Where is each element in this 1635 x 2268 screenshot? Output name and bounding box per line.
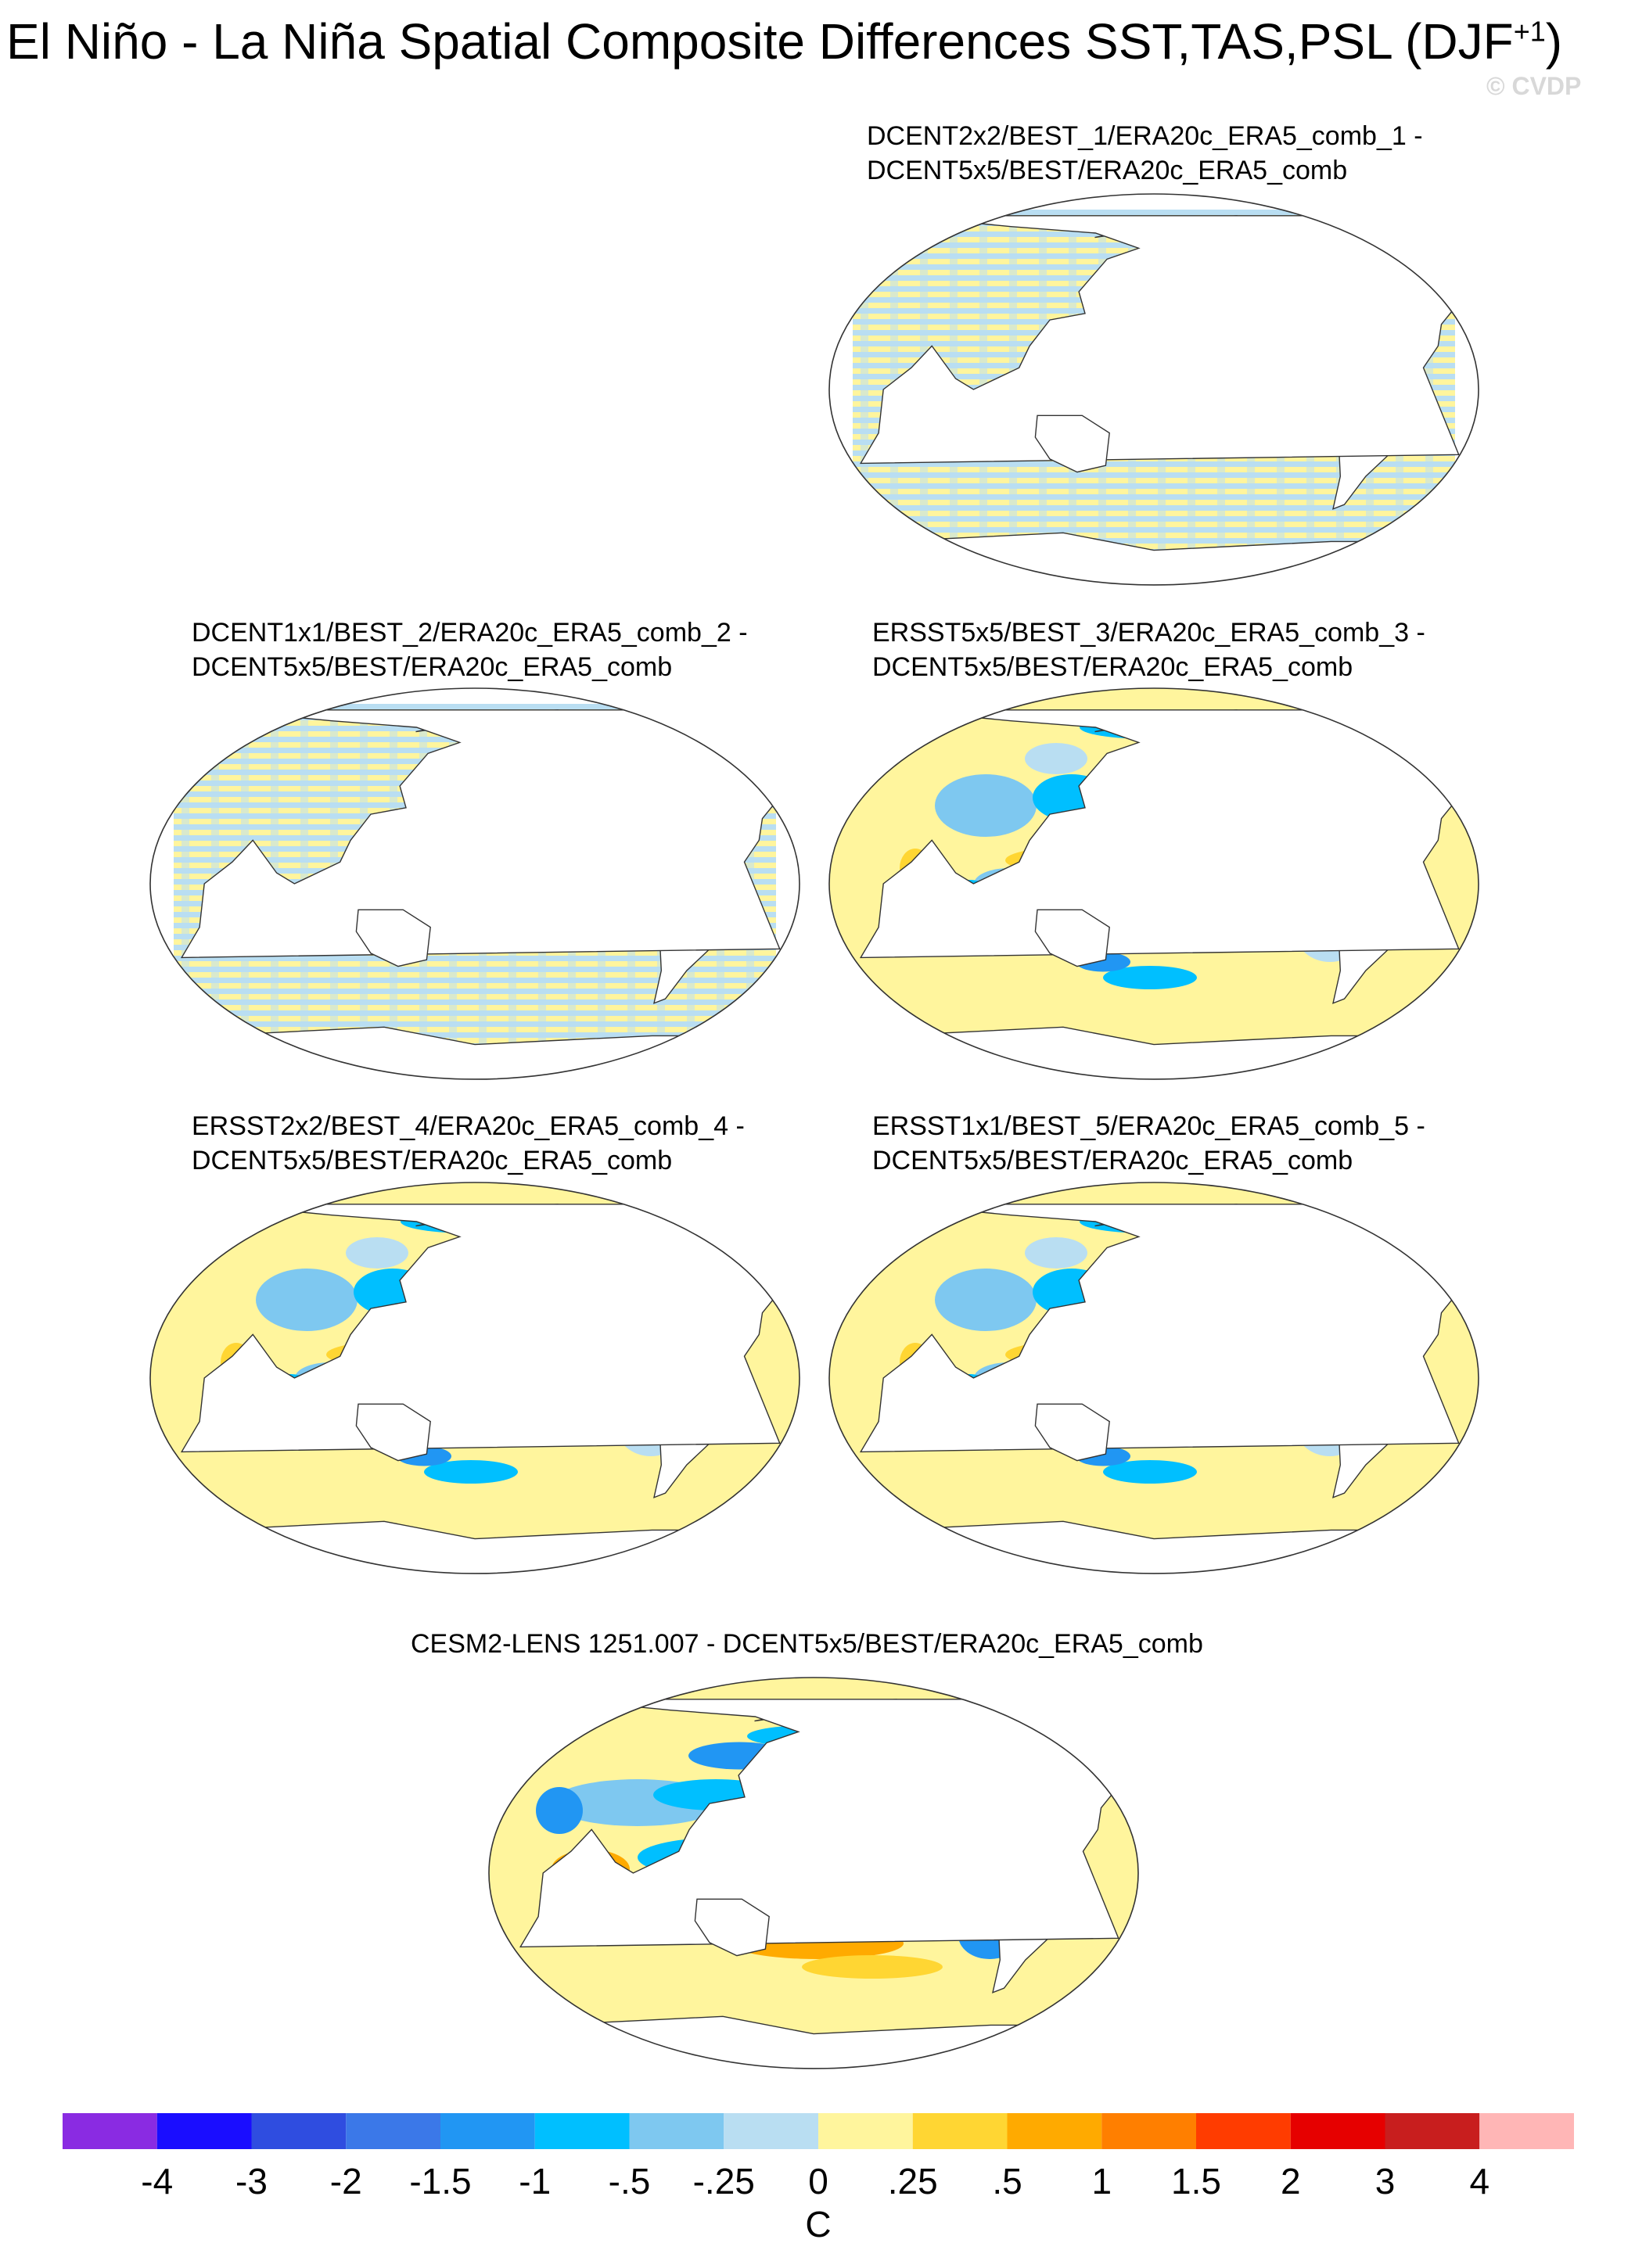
map-panel-3 bbox=[828, 687, 1479, 1080]
colorbar-swatch bbox=[251, 2113, 347, 2149]
panel-2-label: DCENT1x1/BEST_2/ERA20c_ERA5_comb_2 - DCEN… bbox=[192, 618, 748, 682]
panel-5-label: ERSST1x1/BEST_5/ERA20c_ERA5_comb_5 - DCEN… bbox=[872, 1111, 1425, 1175]
colorbar-swatch bbox=[534, 2113, 630, 2149]
colorbar-tick-label: 1.5 bbox=[1171, 2161, 1221, 2202]
map-border bbox=[488, 1677, 1139, 2069]
colorbar-tick-label: -2 bbox=[330, 2161, 362, 2202]
map-border bbox=[828, 193, 1479, 586]
colorbar-tick-label: .5 bbox=[992, 2161, 1022, 2202]
panel-1-label: DCENT2x2/BEST_1/ERA20c_ERA5_comb_1 - DCEN… bbox=[867, 121, 1423, 185]
map-panel-1 bbox=[828, 193, 1479, 586]
colorbar-swatch bbox=[1290, 2113, 1385, 2149]
map-panel-2 bbox=[149, 687, 800, 1080]
colorbar-swatch bbox=[818, 2113, 913, 2149]
colorbar-tick-label: 3 bbox=[1375, 2161, 1396, 2202]
colorbar-tick-label: -3 bbox=[235, 2161, 268, 2202]
colorbar-tick-label: -1 bbox=[519, 2161, 551, 2202]
colorbar-tick-label: -1.5 bbox=[409, 2161, 471, 2202]
map-panel-6 bbox=[488, 1677, 1139, 2069]
map-panel-5 bbox=[828, 1182, 1479, 1574]
figure-title: El Niño - La Niña Spatial Composite Diff… bbox=[6, 13, 1563, 70]
continents bbox=[859, 214, 1460, 585]
colorbar-unit: C bbox=[805, 2204, 831, 2245]
colorbar-swatch bbox=[1007, 2113, 1102, 2149]
panel-3-label: ERSST5x5/BEST_3/ERA20c_ERA5_comb_3 - DCEN… bbox=[872, 618, 1425, 682]
colorbar-tick-label: 1 bbox=[1091, 2161, 1112, 2202]
cvdp-watermark: © CVDP bbox=[1486, 72, 1582, 100]
colorbar-tick-label: -.5 bbox=[609, 2161, 651, 2202]
map-panel-4 bbox=[149, 1182, 800, 1574]
colorbar-tick-label: 2 bbox=[1281, 2161, 1301, 2202]
colorbar-swatch bbox=[156, 2113, 252, 2149]
colorbar-tick-label: 4 bbox=[1469, 2161, 1489, 2202]
colorbar: -4 -3 -2 -1.5 -1 -.5 -.25 0 .25 .5 1 1.5 2 3 4 C bbox=[63, 2113, 1574, 2245]
colorbar-swatch bbox=[440, 2113, 535, 2149]
map-border bbox=[828, 1182, 1479, 1574]
panel-6-label: CESM2-LENS 1251.007 - DCENT5x5/BEST/ERA2… bbox=[411, 1629, 1203, 1659]
colorbar-swatch bbox=[1385, 2113, 1480, 2149]
colorbar-swatch bbox=[1196, 2113, 1291, 2149]
colorbar-swatch bbox=[629, 2113, 724, 2149]
colorbar-swatch bbox=[346, 2113, 440, 2149]
panel-4-label: ERSST2x2/BEST_4/ERA20c_ERA5_comb_4 - DCEN… bbox=[192, 1111, 745, 1175]
colorbar-swatch bbox=[724, 2113, 818, 2149]
map-border bbox=[149, 1182, 800, 1574]
colorbar-swatch bbox=[63, 2113, 157, 2149]
colorbar-tick-label: -.25 bbox=[693, 2161, 755, 2202]
colorbar-tick-label: 0 bbox=[808, 2161, 828, 2202]
colorbar-swatch bbox=[1479, 2113, 1574, 2149]
colorbar-tick-label: -4 bbox=[141, 2161, 173, 2202]
colorbar-tick-label: .25 bbox=[888, 2161, 938, 2202]
map-border bbox=[149, 687, 800, 1080]
colorbar-swatch bbox=[1101, 2113, 1196, 2149]
colorbar-swatch bbox=[912, 2113, 1008, 2149]
map-border bbox=[828, 687, 1479, 1080]
